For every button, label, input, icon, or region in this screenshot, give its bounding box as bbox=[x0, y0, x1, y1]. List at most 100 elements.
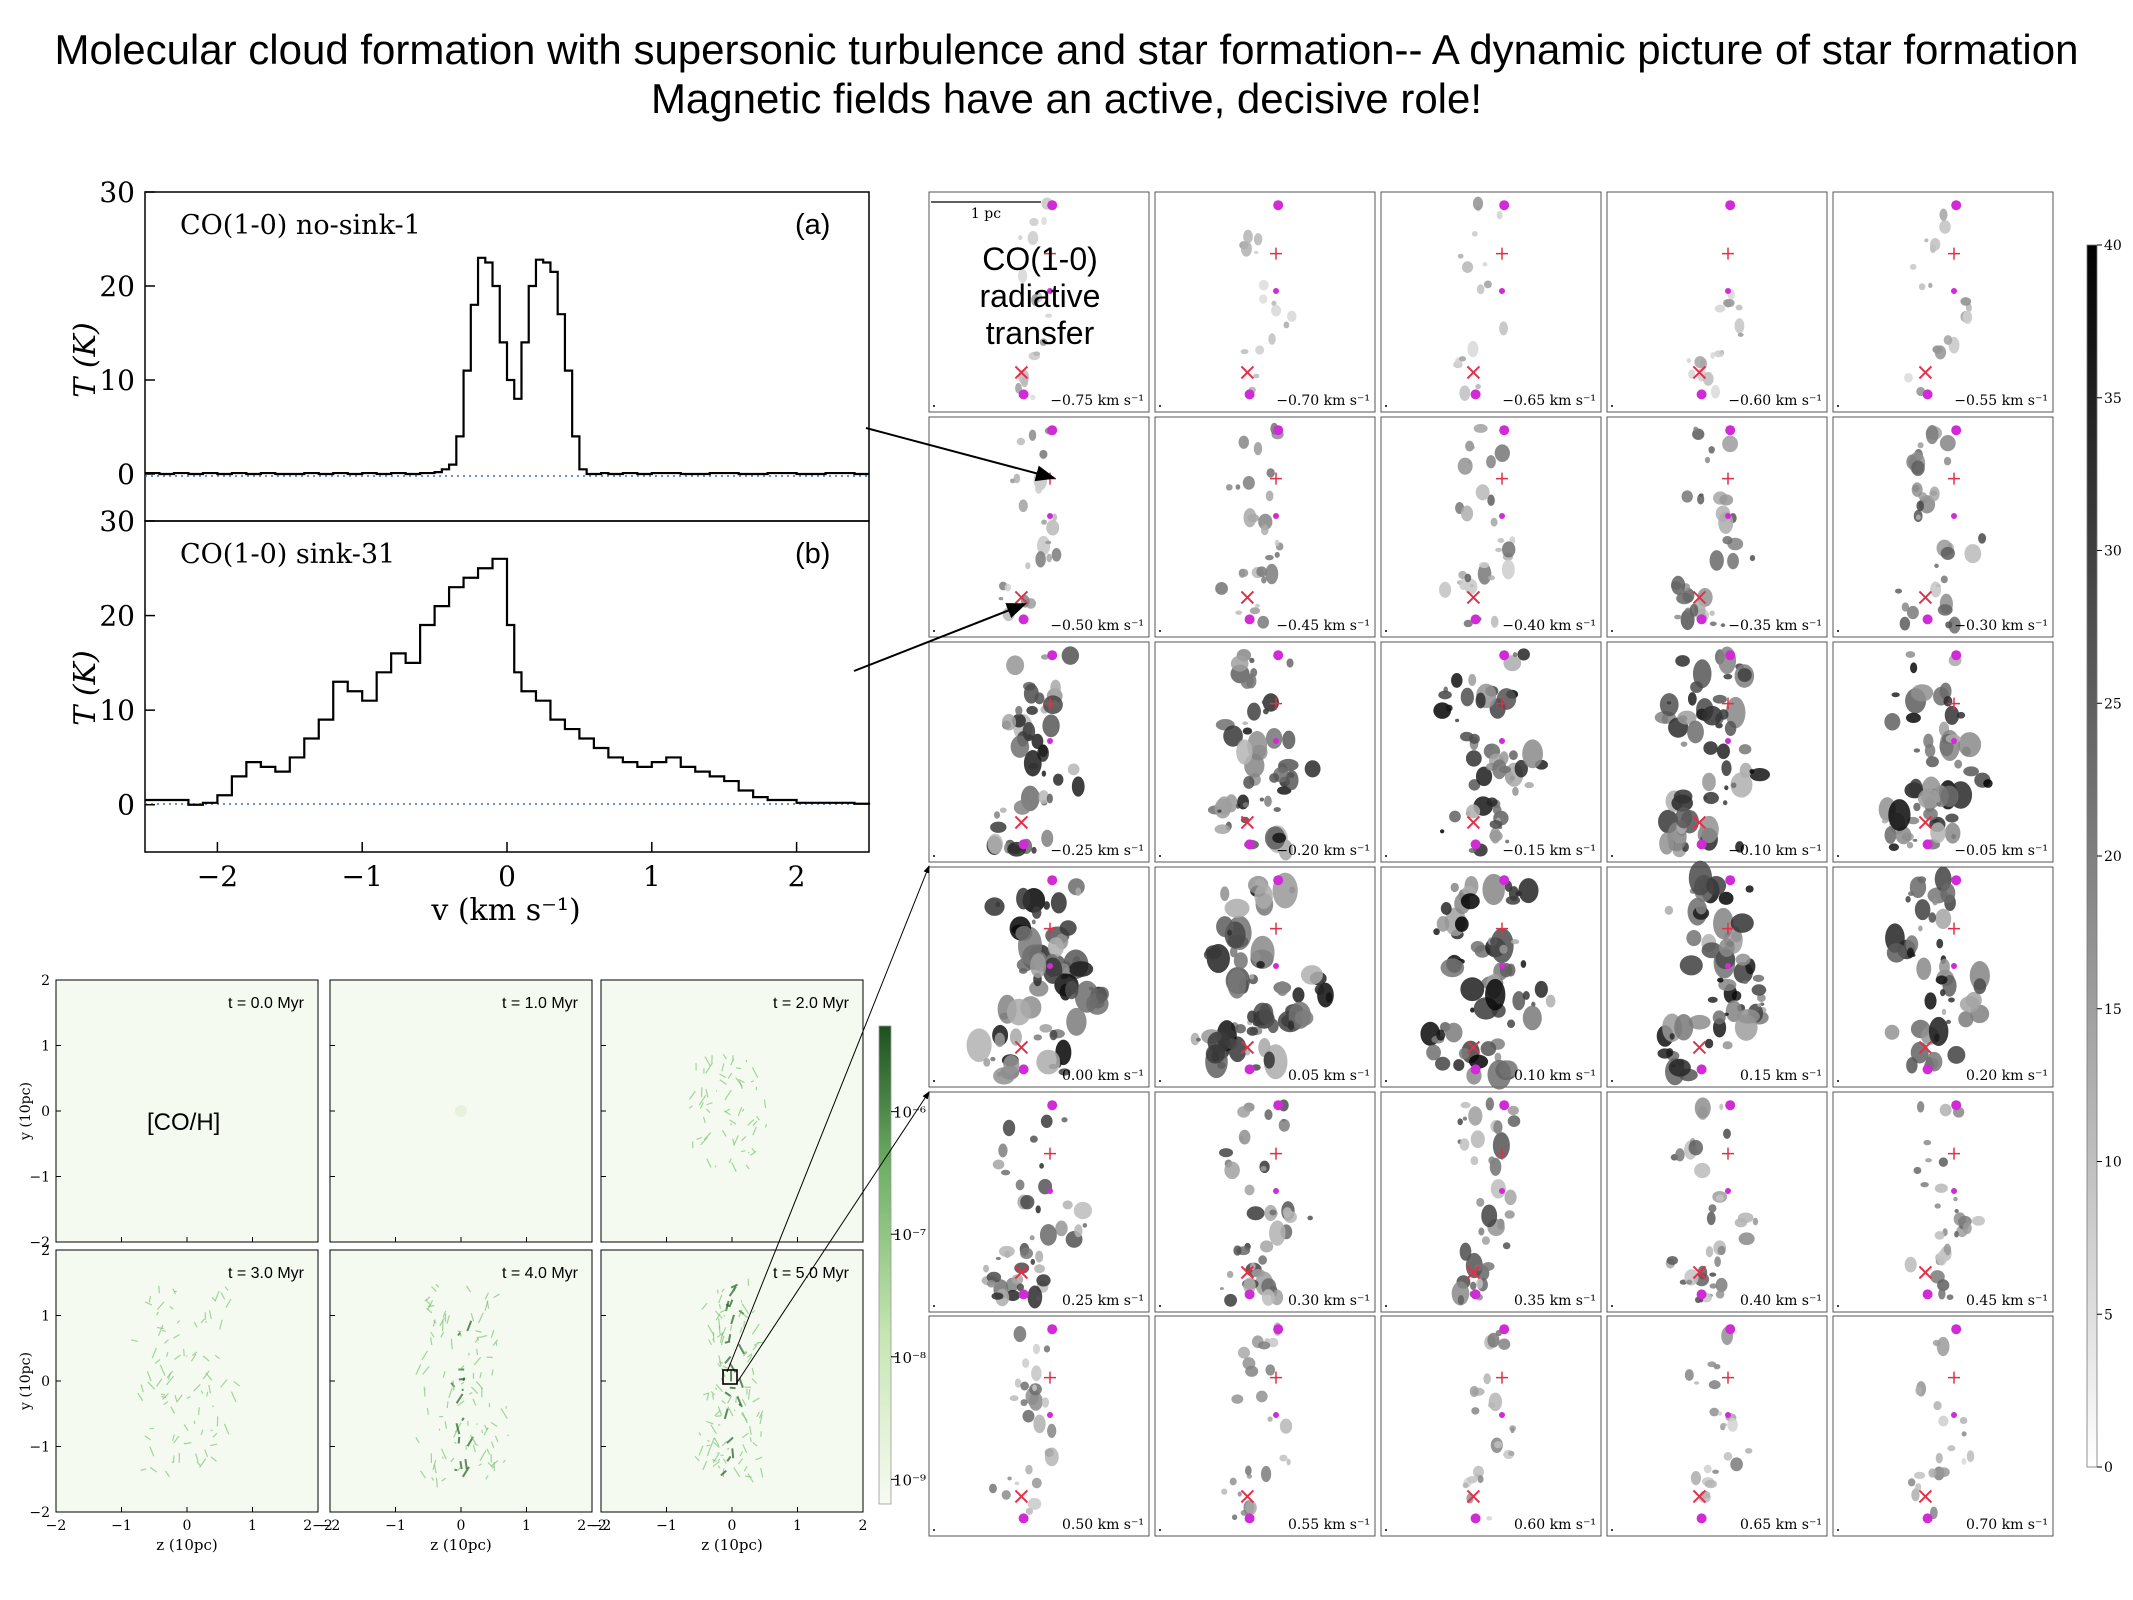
channel-emission-blob bbox=[1436, 1029, 1446, 1041]
channel-emission-blob bbox=[1715, 1277, 1728, 1293]
co-h-filament bbox=[195, 1453, 199, 1462]
sink-marker-bottom bbox=[1018, 614, 1029, 625]
channel-corner-dot bbox=[1385, 1529, 1387, 1531]
channel-emission-blob bbox=[1904, 1256, 1917, 1273]
channel-emission-blob bbox=[1709, 1283, 1717, 1289]
co-h-filament bbox=[747, 1119, 755, 1126]
sink-marker-bottom bbox=[1244, 839, 1255, 850]
channel-emission-blob bbox=[1940, 546, 1955, 560]
co-h-filament bbox=[479, 1450, 487, 1461]
sink-marker-bottom bbox=[1018, 1513, 1029, 1524]
co-h-filament bbox=[199, 1458, 207, 1468]
channel-emission-blob bbox=[1723, 673, 1733, 680]
co-h-filament bbox=[701, 1302, 708, 1310]
co-h-ytick-label: −1 bbox=[29, 1170, 50, 1186]
sink-marker-mid bbox=[1047, 288, 1053, 294]
channel-panel: −0.30 km s⁻¹ bbox=[1832, 416, 2054, 638]
sink-marker-bottom bbox=[1244, 614, 1255, 625]
channel-emission-blob bbox=[1934, 345, 1947, 360]
channel-emission-blob bbox=[1918, 925, 1923, 932]
channel-emission-blob bbox=[1712, 1469, 1720, 1474]
co-h-filament bbox=[729, 1119, 737, 1125]
co-h-filament bbox=[741, 1136, 747, 1142]
sink-marker-bottom bbox=[1696, 614, 1707, 625]
sink-marker-mid bbox=[1725, 738, 1731, 744]
channel-emission-blob bbox=[1459, 385, 1471, 401]
sink-marker-mid bbox=[1273, 513, 1279, 519]
channel-emission-blob bbox=[1245, 1365, 1259, 1377]
channel-panel: −0.15 km s⁻¹ bbox=[1380, 641, 1602, 863]
sink-marker-mid bbox=[1499, 738, 1505, 744]
channel-emission-blob bbox=[1243, 776, 1255, 789]
channel-emission-blob bbox=[1492, 804, 1502, 815]
channel-emission-blob bbox=[1271, 300, 1277, 307]
co-h-filament bbox=[755, 1456, 763, 1461]
channel-emission-blob bbox=[1469, 1385, 1479, 1398]
channel-panel: 0.10 km s⁻¹ bbox=[1380, 866, 1602, 1090]
channel-panel: −0.25 km s⁻¹ bbox=[928, 641, 1150, 863]
channel-emission-blob bbox=[1906, 1057, 1918, 1074]
co-h-ytick-label: 2 bbox=[41, 1243, 50, 1259]
co-h-filament bbox=[446, 1401, 449, 1409]
co-h-filament bbox=[714, 1310, 723, 1319]
sink-marker-top bbox=[1725, 1324, 1736, 1335]
channel-panel: 0.25 km s⁻¹ bbox=[928, 1091, 1150, 1313]
channel-emission-blob bbox=[1936, 802, 1942, 807]
channel-emission-blob bbox=[1038, 744, 1048, 757]
channel-emission-blob bbox=[1685, 612, 1691, 618]
channel-emission-blob bbox=[1039, 449, 1048, 459]
channel-emission-blob bbox=[1017, 269, 1028, 283]
channel-velocity-label: 0.60 km s⁻¹ bbox=[1514, 1517, 1596, 1533]
co-h-filament bbox=[220, 1292, 226, 1300]
co-h-filament bbox=[720, 1335, 725, 1346]
source-plus-marker bbox=[1496, 922, 1508, 935]
channel-emission-blob bbox=[1486, 1516, 1493, 1521]
channel-emission-blob bbox=[1706, 876, 1727, 896]
co-h-filament bbox=[212, 1432, 218, 1438]
channel-emission-blob bbox=[1965, 991, 1982, 1009]
channel-panel-frame bbox=[1380, 191, 1602, 413]
channel-emission-blob bbox=[1005, 1289, 1020, 1302]
channel-emission-blob bbox=[1041, 770, 1047, 777]
co-h-filament bbox=[719, 1333, 723, 1343]
channel-emission-blob bbox=[1686, 1279, 1693, 1285]
co-h-filament bbox=[705, 1062, 713, 1074]
co-h-filament bbox=[752, 1441, 758, 1447]
channel-emission-blob bbox=[1714, 1256, 1721, 1268]
channel-corner-dot bbox=[1611, 630, 1613, 632]
channel-emission-blob bbox=[1039, 1224, 1057, 1246]
channel-emission-blob bbox=[1708, 1204, 1717, 1213]
channel-emission-blob bbox=[1940, 989, 1946, 997]
source-x-marker bbox=[1466, 365, 1481, 380]
channel-corner-dot bbox=[933, 630, 935, 632]
channel-emission-blob bbox=[1958, 732, 1982, 758]
ytick-label: 10 bbox=[99, 694, 135, 727]
channel-emission-blob bbox=[1939, 208, 1948, 221]
channel-emission-blob bbox=[1259, 1003, 1274, 1025]
co-h-filament bbox=[703, 1132, 712, 1141]
co-h-filament bbox=[706, 1392, 710, 1401]
intensity-cbar-label: 35 bbox=[2104, 391, 2122, 407]
co-h-filament bbox=[200, 1318, 205, 1324]
channel-emission-blob bbox=[1515, 891, 1523, 897]
co-h-filament bbox=[183, 1348, 185, 1357]
channel-emission-blob bbox=[992, 1159, 1005, 1170]
channel-emission-blob bbox=[1014, 1378, 1022, 1388]
channel-velocity-label: −0.30 km s⁻¹ bbox=[1954, 618, 2048, 634]
channel-emission-blob bbox=[1944, 822, 1961, 844]
sink-marker-bottom bbox=[1922, 1064, 1933, 1075]
sink-marker-top bbox=[1273, 1324, 1284, 1335]
channel-emission-blob bbox=[1043, 957, 1063, 984]
co-h-filament bbox=[745, 1164, 750, 1170]
channel-emission-blob bbox=[1468, 1106, 1483, 1126]
channel-emission-blob bbox=[1671, 575, 1686, 595]
source-x-marker bbox=[1240, 365, 1255, 380]
channel-emission-blob bbox=[1708, 446, 1715, 454]
channel-emission-blob bbox=[1960, 297, 1972, 306]
co-h-filament bbox=[494, 1435, 499, 1443]
sink-marker-mid bbox=[1725, 1188, 1731, 1194]
co-h-panel-frame bbox=[600, 979, 864, 1243]
co-h-filament bbox=[715, 1384, 724, 1393]
co-h-filament bbox=[721, 1400, 726, 1404]
co-h-filament bbox=[698, 1445, 704, 1456]
